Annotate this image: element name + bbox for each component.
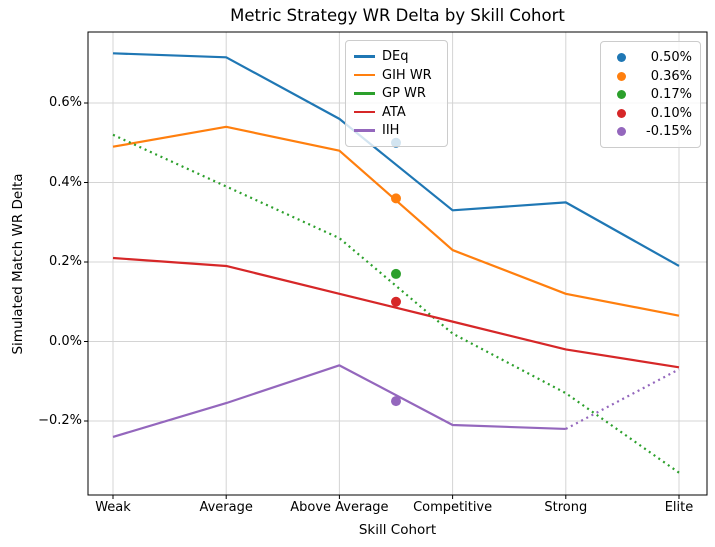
legend-dot-swatch	[617, 90, 626, 99]
legend-line-swatch	[354, 129, 375, 132]
x-axis-label: Skill Cohort	[358, 522, 437, 538]
legend-item: GIH WR	[354, 67, 439, 84]
legend-item: 0.50%	[609, 49, 692, 66]
legend-label: 0.36%	[650, 68, 692, 84]
legend-item: 0.10%	[609, 105, 692, 122]
legend-line-swatch	[354, 55, 375, 58]
x-tick-label: Strong	[544, 500, 588, 515]
legend-item: ATA	[354, 104, 439, 121]
legend-dot-swatch	[617, 53, 626, 62]
x-tick-label: Elite	[664, 500, 694, 515]
legend-label: 0.10%	[650, 105, 692, 121]
legend-label: ATA	[382, 104, 406, 120]
legend-label: GP WR	[382, 86, 426, 101]
legend-line-swatch	[354, 92, 375, 95]
legend-item: IIH	[354, 122, 439, 139]
legend-item: -0.15%	[609, 123, 692, 140]
legend-label: 0.17%	[650, 87, 692, 102]
x-tick-label: Competitive	[413, 500, 493, 515]
legend-label: 0.50%	[650, 50, 692, 65]
scatter-legend: 0.50% 0.36% 0.17% 0.10% -0.15%	[600, 41, 701, 148]
legend-item: DEq	[354, 48, 439, 65]
y-tick-label: 0.2%	[48, 254, 82, 269]
legend-label: GIH WR	[382, 67, 432, 83]
y-tick-label: 0.4%	[48, 174, 82, 190]
legend-item: GP WR	[354, 85, 439, 102]
legend-label: -0.15%	[646, 124, 692, 139]
y-tick-label: 0.0%	[48, 333, 82, 349]
legend-dot-swatch	[617, 127, 626, 136]
series-legend: DEq GIH WR GP WR ATA IIH	[345, 40, 448, 147]
legend-line-swatch	[354, 73, 375, 77]
legend-dot-swatch	[617, 108, 626, 118]
x-tick-label: Weak	[95, 500, 131, 515]
legend-item: 0.36%	[609, 68, 692, 85]
x-tick-label: Average	[199, 500, 253, 515]
legend-line-swatch	[354, 110, 375, 114]
legend-label: DEq	[382, 49, 409, 64]
y-tick-label: −0.2%	[38, 413, 82, 428]
legend-label: IIH	[382, 123, 400, 138]
x-tick-label: Above Average	[290, 500, 389, 515]
y-tick-label: 0.6%	[48, 95, 82, 110]
legend-item: 0.17%	[609, 86, 692, 103]
legend-dot-swatch	[617, 71, 626, 81]
chart-title: Metric Strategy WR Delta by Skill Cohort	[230, 6, 565, 25]
